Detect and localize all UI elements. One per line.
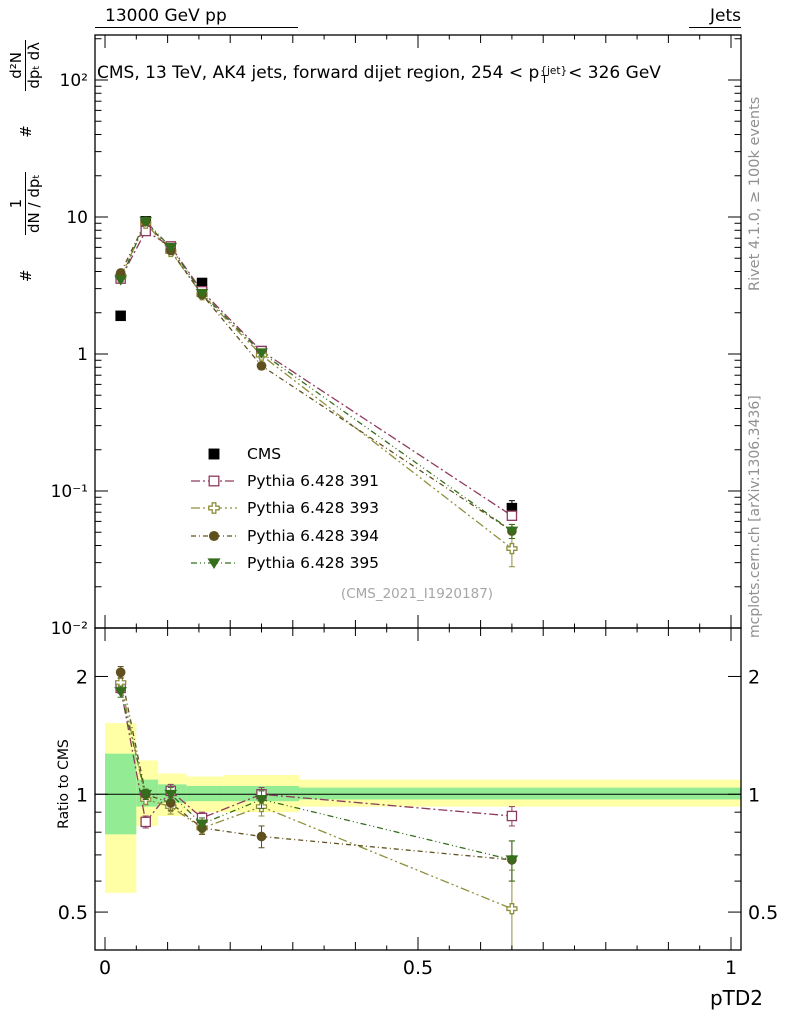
legend-item-pythia-6-428-391: Pythia 6.428 391 [190, 467, 379, 494]
legend: CMS Pythia 6.428 391 Pythia 6.428 393 Pythi… [190, 440, 379, 577]
legend-item-pythia-6-428-393: Pythia 6.428 393 [190, 495, 379, 522]
plot-title-text: CMS, 13 TeV, AK4 jets, forward dijet reg… [97, 63, 540, 83]
beam-energy-header: 13000 GeV pp [95, 6, 298, 28]
plot-title-range: < 326 GeV [568, 63, 661, 83]
mcplots-credit-note: mcplots.cern.ch [arXiv:1306.3436] [747, 395, 763, 638]
pt-script-stack: {jet} T [540, 64, 568, 86]
ratio-y-axis-label: Ratio to CMS [56, 739, 72, 829]
main-y-axis-label: # 1 dN / dpₜ # d²N dpₜ dλ [7, 36, 44, 286]
legend-marker-icon [208, 448, 220, 460]
legend-marker-icon [191, 502, 237, 515]
legend-item-pythia-6-428-394: Pythia 6.428 394 [190, 522, 379, 549]
differential-fraction: d²N dpₜ dλ [7, 40, 44, 91]
analysis-id-watermark: (CMS_2021_I1920187) [340, 586, 494, 602]
svg-text:1: 1 [76, 784, 88, 806]
differential-denominator: dpₜ dλ [25, 42, 44, 89]
svg-text:10: 10 [66, 208, 88, 228]
svg-text:0.5: 0.5 [748, 902, 778, 924]
svg-text:10⁻¹: 10⁻¹ [51, 482, 88, 502]
svg-text:2: 2 [76, 666, 88, 688]
pt-subscript: T [541, 74, 548, 86]
svg-text:2: 2 [748, 666, 760, 688]
normalization-denominator: dN / dpₜ [25, 174, 44, 233]
legend-item-cms: CMS [190, 440, 379, 467]
legend-label: Pythia 6.428 394 [247, 526, 380, 545]
hash-symbol-1: # [16, 269, 35, 282]
x-axis-label: pTD2 [709, 986, 763, 1010]
pt-superscript: {jet} [540, 64, 568, 77]
svg-text:0.5: 0.5 [403, 957, 433, 979]
plot-title: CMS, 13 TeV, AK4 jets, forward dijet reg… [97, 63, 661, 86]
legend-item-pythia-6-428-395: Pythia 6.428 395 [190, 550, 379, 577]
legend-label: Pythia 6.428 393 [247, 499, 380, 518]
svg-text:10²: 10² [60, 71, 88, 91]
svg-text:10⁻²: 10⁻² [51, 619, 88, 639]
rivet-version-note: Rivet 4.1.0, ≥ 100k events [747, 96, 763, 291]
legend-marker-icon [191, 475, 237, 487]
svg-text:1: 1 [725, 957, 737, 979]
normalization-fraction: 1 dN / dpₜ [7, 172, 44, 235]
svg-text:1: 1 [77, 345, 88, 365]
legend-label: Pythia 6.428 391 [247, 472, 380, 491]
legend-label: Pythia 6.428 395 [247, 554, 380, 573]
legend-label: CMS [247, 444, 282, 463]
svg-text:0.5: 0.5 [58, 902, 88, 924]
legend-marker-icon [191, 530, 237, 541]
hash-symbol-2: # [16, 125, 35, 138]
normalization-numerator: 1 [7, 172, 27, 235]
svg-text:1: 1 [748, 784, 760, 806]
legend-marker-icon [191, 558, 237, 570]
analysis-group-header: Jets [689, 6, 741, 28]
svg-text:0: 0 [99, 957, 111, 979]
differential-numerator: d²N [7, 40, 27, 91]
